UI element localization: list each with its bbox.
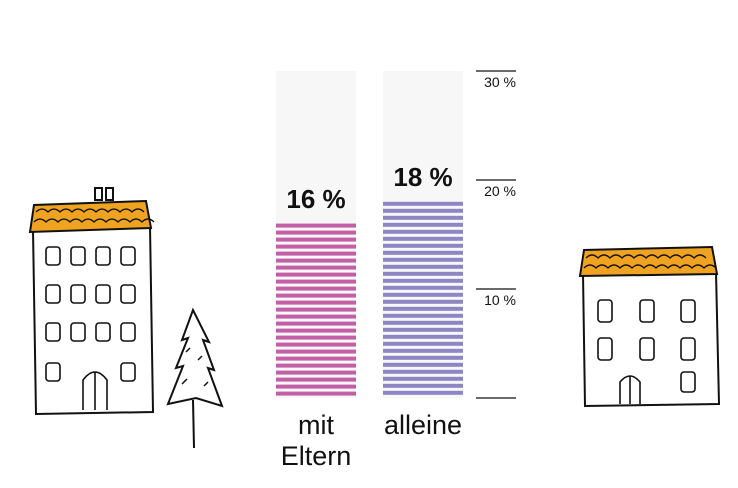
bar-stripe: [383, 292, 463, 297]
bar-stripe: [383, 264, 463, 269]
bar-stripe: [383, 369, 463, 374]
bar-stripe: [383, 208, 463, 213]
bar-stripe: [383, 229, 463, 234]
bar-stripe: [383, 383, 463, 388]
bar-stripe: [276, 370, 356, 375]
bar-stripe: [276, 286, 356, 291]
bar-stripe: [383, 327, 463, 332]
small-house-icon: [578, 245, 721, 408]
bar-stripe: [383, 341, 463, 346]
bar-stripe: [276, 335, 356, 340]
bar-stripe: [276, 230, 356, 235]
bar-stripe: [383, 306, 463, 311]
bar-stripe: [383, 362, 463, 367]
tick-label: 20 %: [484, 183, 516, 199]
bar-stripe: [276, 258, 356, 263]
data-label: 16 %: [286, 183, 346, 214]
bar-stripe: [276, 293, 356, 298]
bars-group: [276, 71, 463, 398]
bar-stripe: [276, 321, 356, 326]
bar-stripe: [276, 237, 356, 242]
bar-stripe: [383, 348, 463, 353]
bar-stripe: [383, 285, 463, 290]
bar-stripe: [276, 279, 356, 284]
y-axis: [476, 70, 516, 399]
bar-stripe: [383, 236, 463, 241]
bar-stripe: [383, 313, 463, 318]
bar-stripe: [276, 314, 356, 319]
bar-stripe: [276, 328, 356, 333]
bar-stripe: [276, 377, 356, 382]
bar-stripe: [276, 363, 356, 368]
bar: [276, 223, 356, 396]
bar-stripe: [276, 265, 356, 270]
bar-stripe: [383, 320, 463, 325]
bar-stripe: [383, 278, 463, 283]
bar-stripe: [276, 272, 356, 277]
bar-stripe: [383, 243, 463, 248]
bar: [383, 201, 463, 395]
bar-stripe: [383, 257, 463, 262]
category-label: alleine: [383, 410, 463, 440]
tick-label: 10 %: [484, 292, 516, 308]
tick-label: 30 %: [484, 74, 516, 90]
bar-stripe: [383, 250, 463, 255]
bar-stripe: [276, 251, 356, 256]
bar-stripe: [276, 384, 356, 389]
bar-stripe: [383, 390, 463, 395]
bar-stripe: [276, 342, 356, 347]
bar-stripe: [383, 376, 463, 381]
bar-stripe: [276, 356, 356, 361]
apartment-building-icon: [28, 187, 155, 416]
bar-stripe: [276, 244, 356, 249]
bar-stripe: [383, 299, 463, 304]
data-label: 18 %: [393, 161, 453, 192]
bar-stripe: [276, 307, 356, 312]
bar-stripe: [383, 355, 463, 360]
bar-stripe: [383, 334, 463, 339]
bar-stripe: [383, 215, 463, 220]
bar-stripe: [276, 391, 356, 396]
bar-stripe: [383, 271, 463, 276]
category-label: mit Eltern: [280, 410, 352, 471]
bar-stripe: [276, 223, 356, 228]
bar-stripe: [383, 201, 463, 206]
bar-stripe: [276, 300, 356, 305]
bar-stripe: [383, 222, 463, 227]
bar-stripe: [276, 349, 356, 354]
pine-tree-icon: [166, 307, 224, 449]
